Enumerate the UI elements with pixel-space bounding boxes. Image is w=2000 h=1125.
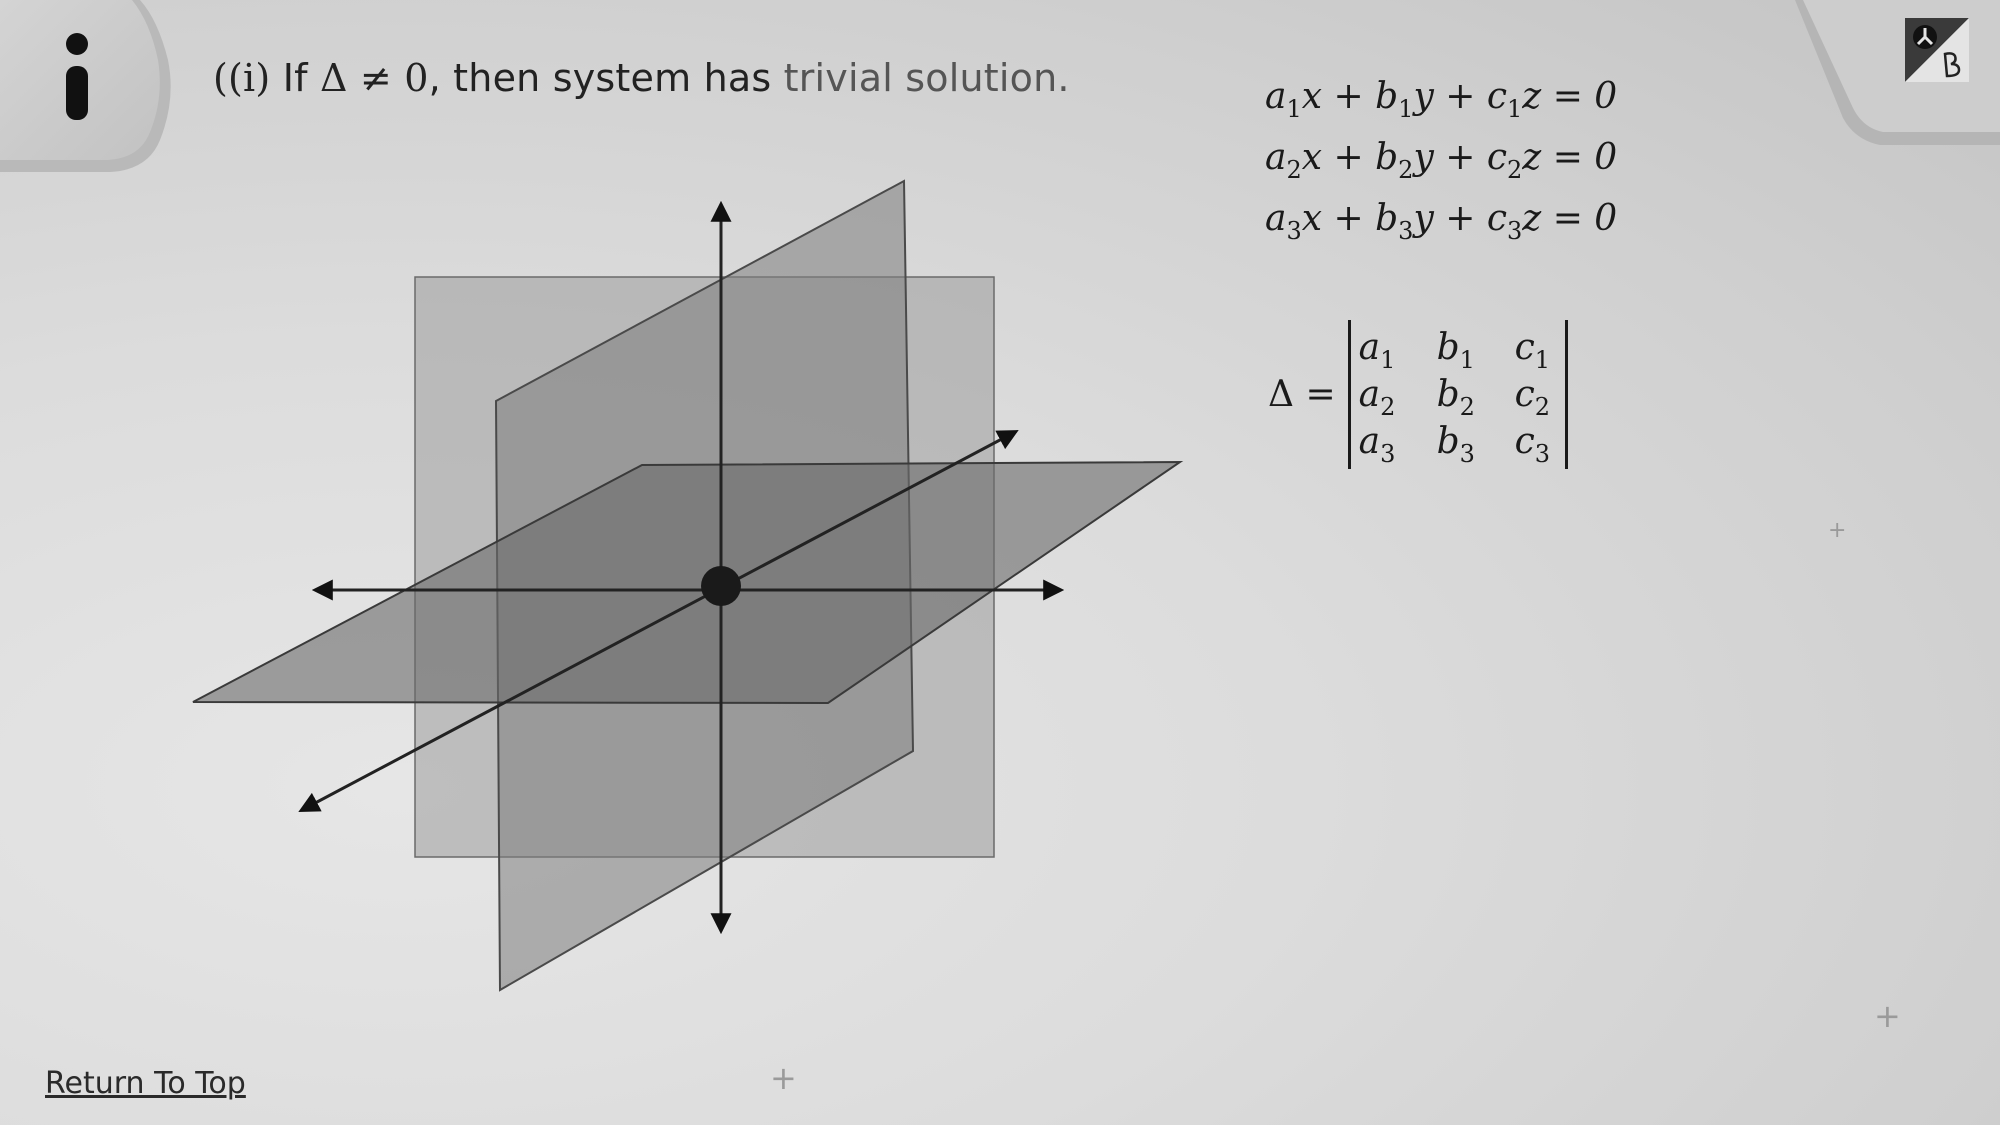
equation-system: a1x + b1y + c1z = 0 a2x + b2y + c2z = 0 … <box>1265 66 1617 249</box>
plus-icon: + <box>1874 997 1901 1035</box>
matrix-cell-a1: a1 <box>1358 327 1396 374</box>
corner-tab[interactable] <box>1785 0 2000 150</box>
plus-icon: + <box>1828 518 1847 543</box>
matrix-cell-b3: b3 <box>1436 421 1475 468</box>
info-icon <box>66 33 88 120</box>
matrix-cell-b2: b2 <box>1436 374 1475 421</box>
statement-label-text: (i) <box>228 56 271 100</box>
equation-1: a1x + b1y + c1z = 0 <box>1265 76 1618 123</box>
info-tab[interactable] <box>0 0 180 175</box>
brand-logo-icon <box>1905 18 1969 82</box>
equation-3: a3x + b3y + c3z = 0 <box>1265 198 1618 245</box>
axis-depth <box>298 430 1019 812</box>
plane-horizontal <box>192 460 1184 705</box>
matrix-cell-a3: a3 <box>1358 421 1396 468</box>
statement-prefix: If <box>282 56 308 100</box>
return-to-top-link[interactable]: Return To Top <box>45 1066 246 1101</box>
statement-highlight: trivial solution. <box>783 56 1070 100</box>
statement-line: ((i) If Δ ≠ 0, then system has trivial s… <box>213 56 1070 100</box>
equation-2: a2x + b2y + c2z = 0 <box>1265 137 1618 184</box>
matrix-cell-c1: c1 <box>1514 327 1551 374</box>
determinant-matrix: a1 b1 c1 a2 b2 c2 a3 b3 c3 <box>1347 320 1568 469</box>
determinant-lhs: Δ = <box>1268 374 1336 415</box>
matrix-cell-b1: b1 <box>1436 327 1475 374</box>
statement-label: ( <box>213 56 229 100</box>
plus-icon: + <box>770 1059 797 1097</box>
matrix-cell-c2: c2 <box>1514 374 1551 421</box>
origin-point <box>701 566 741 606</box>
statement-condition: Δ ≠ 0 <box>320 56 429 100</box>
matrix-cell-a2: a2 <box>1358 374 1396 421</box>
matrix-cell-c3: c3 <box>1514 421 1551 468</box>
determinant: Δ = a1 b1 c1 a2 b2 c2 a3 b3 c3 <box>1268 320 1568 469</box>
statement-middle: , then system has <box>428 56 772 100</box>
